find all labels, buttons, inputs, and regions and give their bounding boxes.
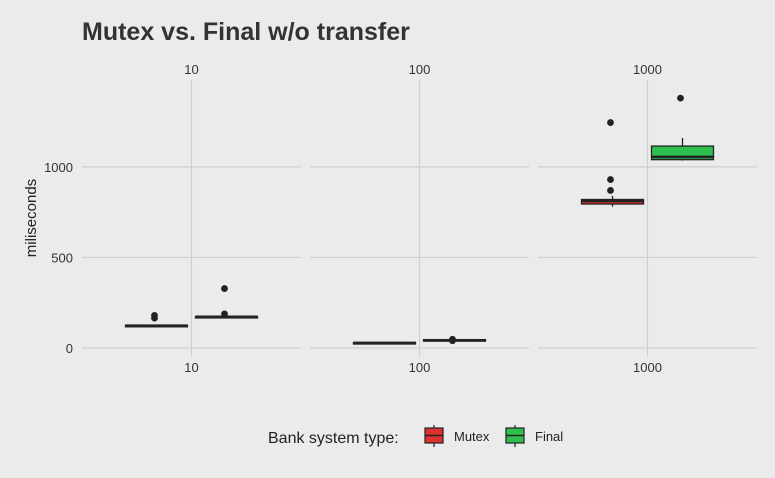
y-tick-label: 1000 [44, 160, 73, 175]
legend-label: Final [535, 429, 563, 444]
y-axis-label: miliseconds [23, 179, 40, 257]
chart-title: Mutex vs. Final w/o transfer [82, 18, 410, 46]
outlier-point [607, 119, 614, 126]
legend-label: Mutex [454, 429, 490, 444]
outlier-point [221, 285, 228, 292]
outlier-point [607, 187, 614, 194]
outlier-point [607, 176, 614, 183]
legend-title: Bank system type: [268, 430, 399, 447]
outlier-point [677, 94, 684, 102]
legend: Bank system type: Mutex Final [268, 425, 563, 447]
x-tick-label: 100 [409, 360, 431, 375]
y-tick-label: 500 [51, 250, 73, 265]
facet-label: 1000 [633, 62, 662, 77]
x-tick-label: 1000 [633, 360, 662, 375]
facet-label: 10 [184, 62, 198, 77]
outlier-point [221, 310, 228, 318]
facet-label: 100 [409, 62, 431, 77]
x-tick-label: 10 [184, 360, 198, 375]
outlier-point [449, 335, 456, 343]
outlier-point [151, 311, 158, 319]
y-tick-label: 0 [66, 341, 73, 356]
